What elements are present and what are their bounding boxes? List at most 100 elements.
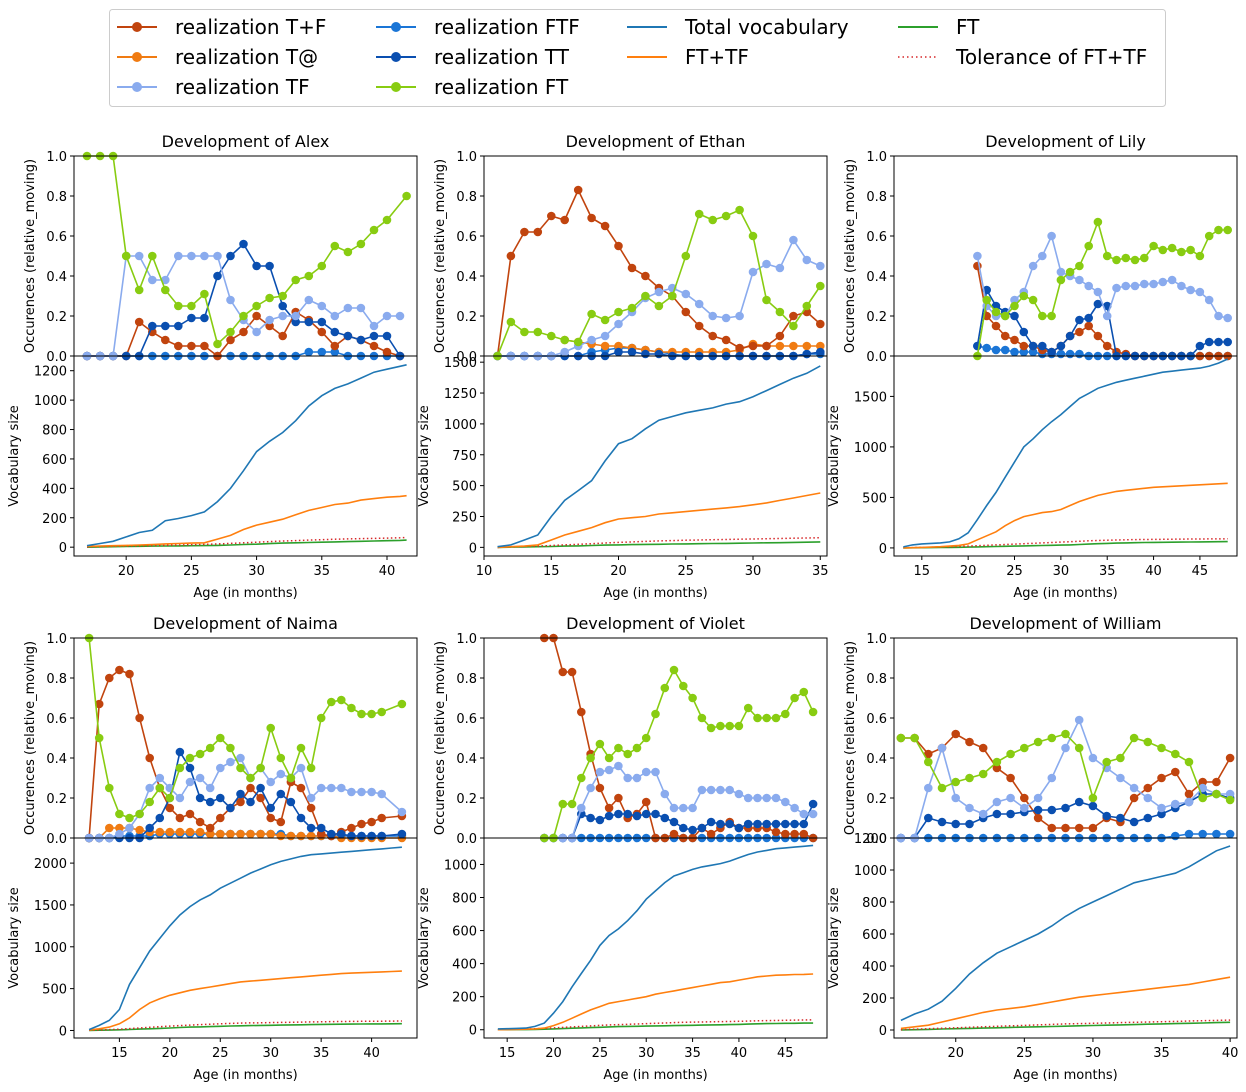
y-tick-label: 1.0 bbox=[456, 150, 477, 165]
data-point-FT bbox=[1020, 743, 1029, 753]
data-point-T+F bbox=[369, 341, 379, 351]
data-point-TT bbox=[306, 823, 316, 833]
data-point-T+F bbox=[762, 341, 771, 351]
series-line-FT bbox=[976, 219, 1228, 357]
data-point-TT bbox=[1006, 809, 1015, 819]
data-point-T+F bbox=[748, 341, 758, 351]
data-point-TT bbox=[356, 335, 366, 345]
data-point-TF bbox=[669, 803, 679, 813]
bottom-axes-frame bbox=[893, 355, 1238, 557]
y-tick-label: 0.8 bbox=[46, 190, 67, 205]
legend-entry: FT bbox=[898, 15, 980, 39]
data-point-TF bbox=[185, 777, 195, 787]
data-point-TF bbox=[725, 785, 734, 795]
data-point-TT bbox=[781, 819, 790, 829]
data-point-T+F bbox=[641, 797, 651, 807]
data-point-TT bbox=[716, 819, 725, 829]
data-point-T+F bbox=[708, 331, 717, 341]
data-point-TT bbox=[1204, 337, 1214, 347]
data-point-T@ bbox=[115, 823, 124, 833]
y-tick-label: 0.0 bbox=[866, 832, 887, 847]
y-tick-label: 400 bbox=[42, 482, 67, 497]
vocab-line-ft_tf bbox=[497, 492, 821, 549]
y-tick-label: 1.0 bbox=[456, 632, 477, 647]
data-point-T+F bbox=[951, 729, 960, 739]
data-point-TF bbox=[1195, 287, 1205, 297]
legend: realization T+F realization T@ realization… bbox=[109, 9, 1166, 107]
data-point-TT bbox=[1129, 817, 1139, 827]
data-point-TF bbox=[347, 787, 356, 797]
data-point-FT bbox=[121, 251, 131, 261]
data-point-TT bbox=[304, 317, 314, 327]
data-point-TT bbox=[802, 349, 812, 359]
legend-entry: realization TT bbox=[376, 45, 570, 69]
data-point-TT bbox=[1214, 337, 1223, 347]
data-point-TT bbox=[1056, 341, 1066, 351]
data-point-TF bbox=[205, 783, 215, 793]
x-tick-label: 25 bbox=[183, 564, 200, 579]
y-tick-label: 0.0 bbox=[456, 832, 477, 847]
data-point-TF bbox=[694, 299, 704, 309]
data-point-TF bbox=[743, 793, 753, 803]
data-point-FT bbox=[924, 757, 933, 767]
data-point-T+F bbox=[195, 817, 205, 827]
data-point-T+F bbox=[135, 713, 144, 723]
x-tick-label: 30 bbox=[745, 564, 762, 579]
data-point-TT bbox=[623, 809, 632, 819]
data-point-TF bbox=[369, 321, 379, 331]
series-line-T+F bbox=[496, 188, 821, 357]
data-point-T+F bbox=[165, 803, 175, 813]
data-point-TF bbox=[560, 347, 569, 357]
data-point-FT bbox=[356, 239, 366, 249]
data-point-FT bbox=[187, 301, 196, 311]
data-point-FT bbox=[790, 693, 799, 703]
y-tick-label: 400 bbox=[862, 960, 887, 975]
data-point-FTF bbox=[1225, 829, 1235, 839]
data-point-FT bbox=[1038, 311, 1047, 321]
data-point-TT bbox=[265, 261, 274, 271]
data-point-T+F bbox=[187, 341, 196, 351]
data-point-TF bbox=[252, 327, 261, 337]
data-point-TF bbox=[799, 809, 809, 819]
data-point-TF bbox=[330, 311, 340, 321]
data-point-FT bbox=[226, 327, 235, 337]
x-tick-label: 35 bbox=[313, 1046, 330, 1061]
data-point-TT bbox=[347, 831, 356, 841]
panel: Development of Lily Occurences (relative_… bbox=[827, 132, 1238, 601]
data-point-TF bbox=[1102, 311, 1112, 321]
data-point-T+F bbox=[105, 673, 114, 683]
data-point-TT bbox=[367, 831, 376, 841]
data-point-TT bbox=[216, 793, 225, 803]
vocab-line-ft_tf bbox=[86, 494, 407, 548]
data-point-TT bbox=[286, 797, 296, 807]
data-point-FT bbox=[706, 723, 716, 733]
data-point-FT bbox=[185, 753, 195, 763]
y-tick-label: 0 bbox=[59, 1024, 67, 1039]
data-point-TF bbox=[708, 311, 717, 321]
data-point-FTF bbox=[1212, 829, 1221, 839]
panels: Development of Alex Occurences (relative_… bbox=[7, 132, 1238, 1083]
data-point-TF bbox=[762, 793, 771, 803]
data-point-TF bbox=[753, 793, 762, 803]
data-point-FT bbox=[236, 763, 245, 773]
y-tick-label: 600 bbox=[42, 453, 67, 468]
y-tick-label: 0.8 bbox=[456, 672, 477, 687]
data-point-T@ bbox=[286, 831, 296, 841]
legend-entry: realization T@ bbox=[117, 45, 318, 69]
data-point-FT bbox=[382, 215, 392, 225]
data-point-T+F bbox=[205, 823, 215, 833]
data-point-TT bbox=[697, 823, 707, 833]
vocab-line-ft bbox=[903, 540, 1228, 549]
data-point-FT bbox=[679, 681, 688, 691]
data-point-FT bbox=[641, 291, 650, 301]
data-point-FT bbox=[1093, 217, 1103, 227]
data-point-TT bbox=[252, 261, 261, 271]
y-tick-label: 800 bbox=[452, 892, 477, 907]
data-point-FTF bbox=[982, 343, 991, 353]
data-point-TF bbox=[789, 235, 798, 245]
x-tick-label: 35 bbox=[812, 564, 829, 579]
top-axes-frame bbox=[893, 155, 1238, 357]
data-point-FT bbox=[1006, 749, 1015, 759]
data-point-FT bbox=[708, 215, 717, 225]
data-point-TF bbox=[343, 303, 353, 313]
